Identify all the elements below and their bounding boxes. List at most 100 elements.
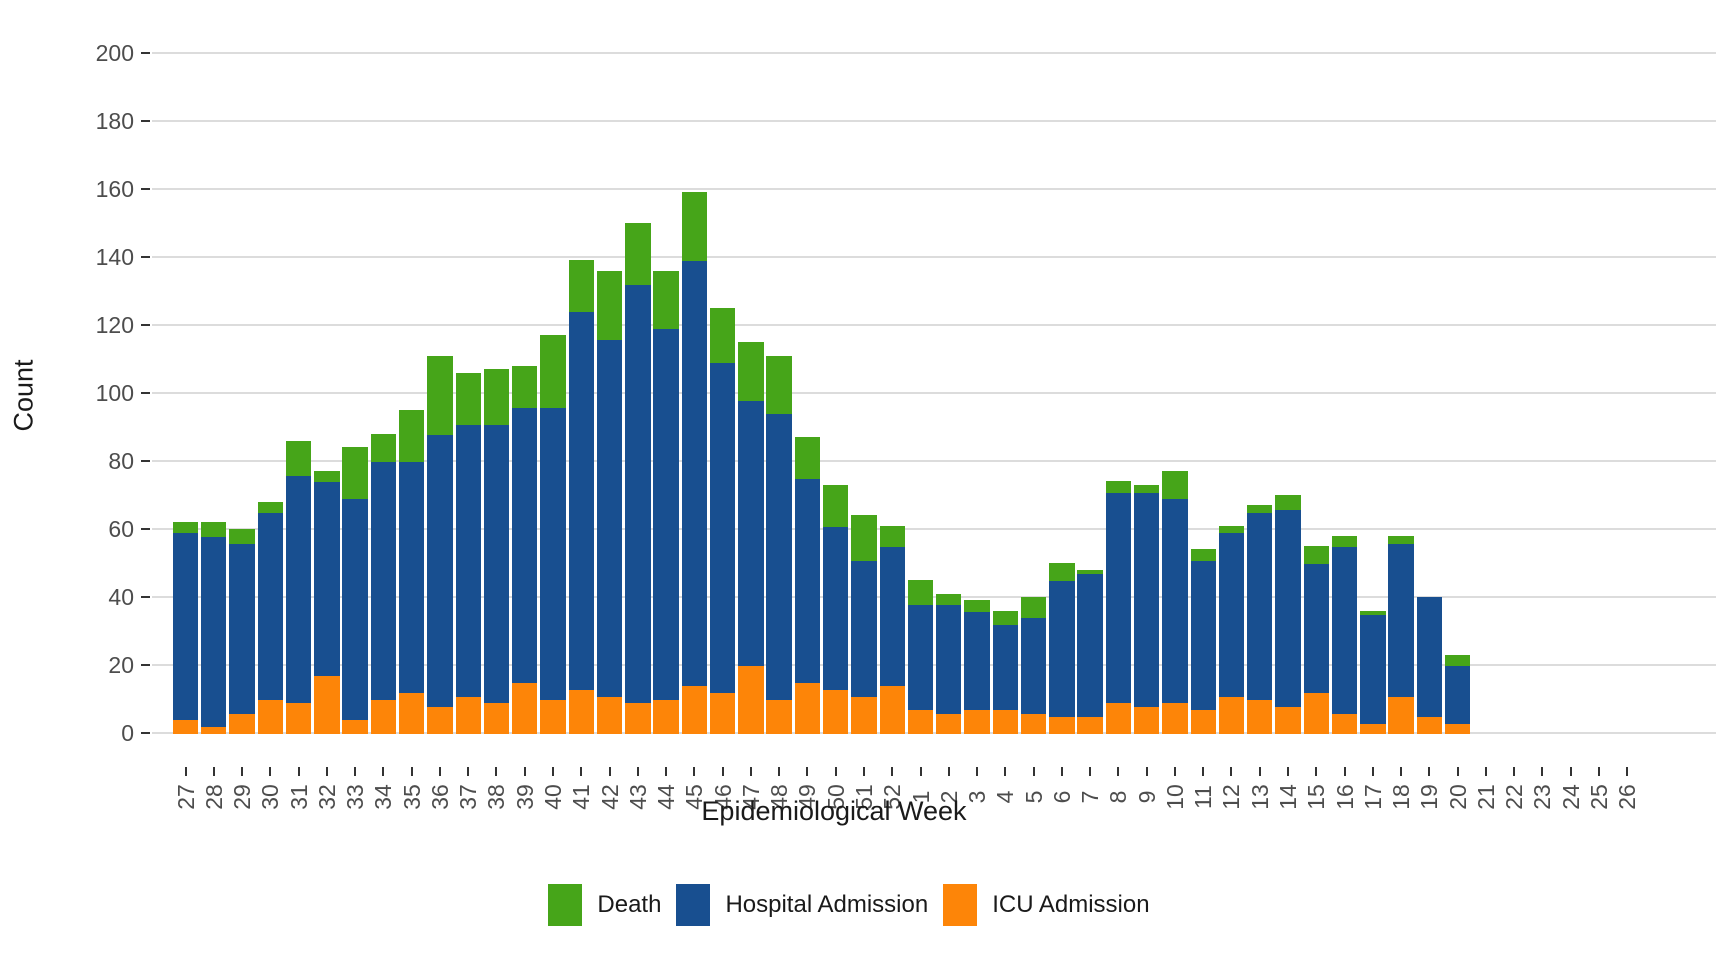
x-axis-tick	[580, 767, 583, 776]
x-axis-tick	[523, 767, 526, 776]
x-axis-tick	[608, 767, 611, 776]
x-axis-tick	[269, 767, 272, 776]
bar-segment-death-week-29	[229, 529, 255, 544]
gridline-y-0	[152, 732, 1716, 734]
bar-segment-hospital-admission-week-7	[1077, 573, 1103, 717]
y-tick-label: 60	[108, 516, 134, 542]
gridline-y-20	[152, 664, 1716, 666]
x-axis-tick	[1484, 767, 1487, 776]
bar-segment-death-week-38	[483, 369, 510, 425]
bar-segment-death-week-3	[964, 600, 990, 612]
bar-segment-hospital-admission-week-14	[1275, 508, 1301, 707]
x-axis-tick	[297, 767, 300, 776]
bar-segment-hospital-admission-week-4	[992, 624, 1019, 711]
bar-segment-icu-admission-week-29	[229, 712, 255, 734]
gridline-y-180	[152, 120, 1716, 122]
bar-segment-icu-admission-week-12	[1218, 695, 1245, 734]
bar-segment-icu-admission-week-9	[1133, 705, 1160, 734]
x-axis-tick	[410, 767, 413, 776]
bar-segment-hospital-admission-week-38	[483, 423, 510, 704]
gridline-y-160	[152, 188, 1716, 190]
bar-segment-hospital-admission-week-31	[285, 474, 312, 704]
bar-segment-death-week-49	[794, 437, 821, 479]
bar-segment-death-week-28	[201, 522, 227, 537]
x-axis-tick	[1089, 767, 1092, 776]
bar-segment-icu-admission-week-46	[709, 692, 736, 734]
x-axis-tick	[1598, 767, 1600, 776]
x-axis-tick	[778, 767, 781, 776]
x-axis-tick	[241, 767, 244, 776]
bar-segment-icu-admission-week-48	[766, 699, 792, 734]
bar-segment-death-week-50	[823, 484, 849, 527]
y-axis-tick	[141, 664, 150, 666]
bar-segment-icu-admission-week-5	[1020, 712, 1047, 734]
y-tick-label: 80	[108, 448, 134, 474]
bar-segment-hospital-admission-week-12	[1218, 532, 1245, 697]
x-axis-tick	[891, 767, 894, 776]
bar-segment-death-week-45	[681, 192, 708, 262]
x-axis-tick	[184, 767, 187, 776]
bar-segment-death-week-14	[1275, 495, 1301, 510]
bar-segment-hospital-admission-week-18	[1388, 542, 1414, 697]
bar-segment-death-week-16	[1331, 535, 1358, 547]
bar-segment-icu-admission-week-14	[1275, 705, 1301, 734]
gridline-y-100	[152, 392, 1716, 394]
legend-label-hospital-admission: Hospital Admission	[725, 891, 929, 918]
y-tick-label: 100	[95, 380, 134, 406]
y-tick-label: 200	[95, 40, 134, 66]
bar-segment-icu-admission-week-6	[1049, 716, 1075, 734]
bar-segment-icu-admission-week-33	[342, 719, 368, 734]
bar-segment-icu-admission-week-27	[172, 719, 199, 734]
y-tick-label: 180	[95, 108, 134, 134]
x-axis-tick	[467, 767, 470, 776]
bar-segment-hospital-admission-week-45	[681, 260, 708, 687]
x-axis-tick	[1513, 767, 1516, 776]
x-axis-tick	[1258, 767, 1261, 776]
bar-segment-hospital-admission-week-52	[879, 546, 905, 687]
x-axis-tick	[834, 767, 837, 776]
x-axis-tick	[1400, 767, 1403, 776]
bar-segment-icu-admission-week-16	[1331, 712, 1358, 734]
bar-segment-death-week-35	[398, 410, 425, 462]
bar-segment-death-week-4	[992, 610, 1019, 626]
bar-segment-death-week-13	[1247, 505, 1273, 513]
gridline-y-80	[152, 460, 1716, 462]
y-axis-title: Count	[8, 359, 39, 432]
bar-segment-death-week-10	[1162, 471, 1188, 500]
bar-segment-death-week-44	[653, 270, 679, 330]
bar-segment-death-week-47	[738, 342, 764, 401]
legend-label-death: Death	[597, 891, 662, 918]
bar-segment-icu-admission-week-35	[398, 692, 425, 734]
x-axis-tick	[1456, 767, 1459, 776]
x-axis-tick	[382, 767, 385, 776]
x-axis-tick	[976, 767, 979, 776]
x-axis-tick	[1032, 767, 1035, 776]
bar-segment-icu-admission-week-50	[823, 688, 849, 734]
bar-segment-death-week-1	[907, 580, 934, 605]
bar-segment-icu-admission-week-4	[992, 709, 1019, 734]
x-axis-tick	[552, 767, 554, 776]
bar-segment-death-week-37	[455, 372, 481, 425]
bar-segment-hospital-admission-week-20	[1444, 665, 1471, 724]
legend-label-icu-admission: ICU Admission	[992, 891, 1150, 918]
bar-segment-icu-admission-week-18	[1388, 695, 1414, 734]
bar-segment-hospital-admission-week-36	[427, 433, 453, 707]
bar-segment-death-week-30	[257, 501, 283, 513]
bar-segment-icu-admission-week-28	[201, 726, 227, 734]
bar-segment-icu-admission-week-47	[738, 665, 764, 734]
x-axis-tick	[862, 767, 865, 776]
legend: Death Hospital Admission ICU Admission	[0, 884, 1698, 926]
bar-segment-death-week-43	[625, 223, 651, 286]
x-axis-tick	[721, 767, 724, 776]
bar-segment-hospital-admission-week-34	[370, 461, 397, 700]
bar-segment-death-week-9	[1133, 484, 1160, 493]
bar-segment-death-week-34	[370, 433, 397, 462]
bar-segment-death-week-12	[1218, 525, 1245, 534]
bar-segment-hospital-admission-week-3	[964, 610, 990, 711]
bar-segment-hospital-admission-week-15	[1303, 563, 1329, 694]
bar-segment-icu-admission-week-40	[540, 699, 566, 734]
bar-segment-death-week-17	[1360, 610, 1386, 615]
y-tick-label: 40	[108, 584, 134, 610]
x-axis-tick	[354, 767, 357, 776]
